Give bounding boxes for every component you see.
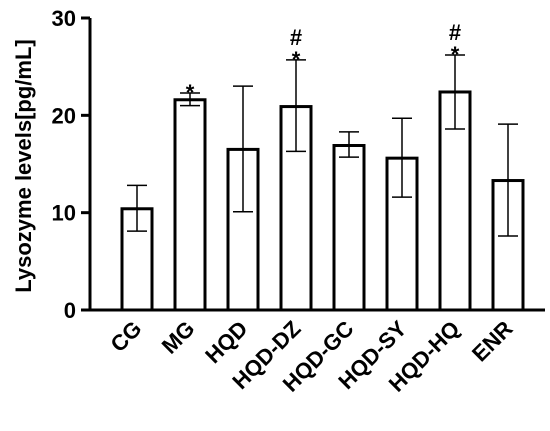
x-category-label: CG — [106, 316, 147, 357]
y-tick-label: 30 — [52, 6, 76, 31]
bars — [120, 90, 525, 312]
x-category-label: MG — [157, 316, 200, 359]
bar-mg — [173, 98, 207, 312]
x-category-label: ENR — [467, 316, 518, 367]
significance-star: * — [186, 80, 195, 105]
significance-hash: # — [290, 25, 302, 50]
significance-star: * — [292, 47, 301, 72]
y-axis-title: Lysozyme levels[pg/mL] — [11, 39, 36, 292]
error-bars — [127, 54, 518, 237]
significance-marks: **#*# — [186, 20, 461, 105]
y-tick-label: 10 — [52, 201, 76, 226]
y-ticks: 0 10 20 30 — [52, 6, 90, 323]
y-tick-label: 20 — [52, 103, 76, 128]
significance-hash: # — [449, 20, 461, 45]
bar-hqd-gc — [332, 144, 366, 312]
significance-star: * — [451, 42, 460, 67]
y-tick-label: 0 — [64, 298, 76, 323]
